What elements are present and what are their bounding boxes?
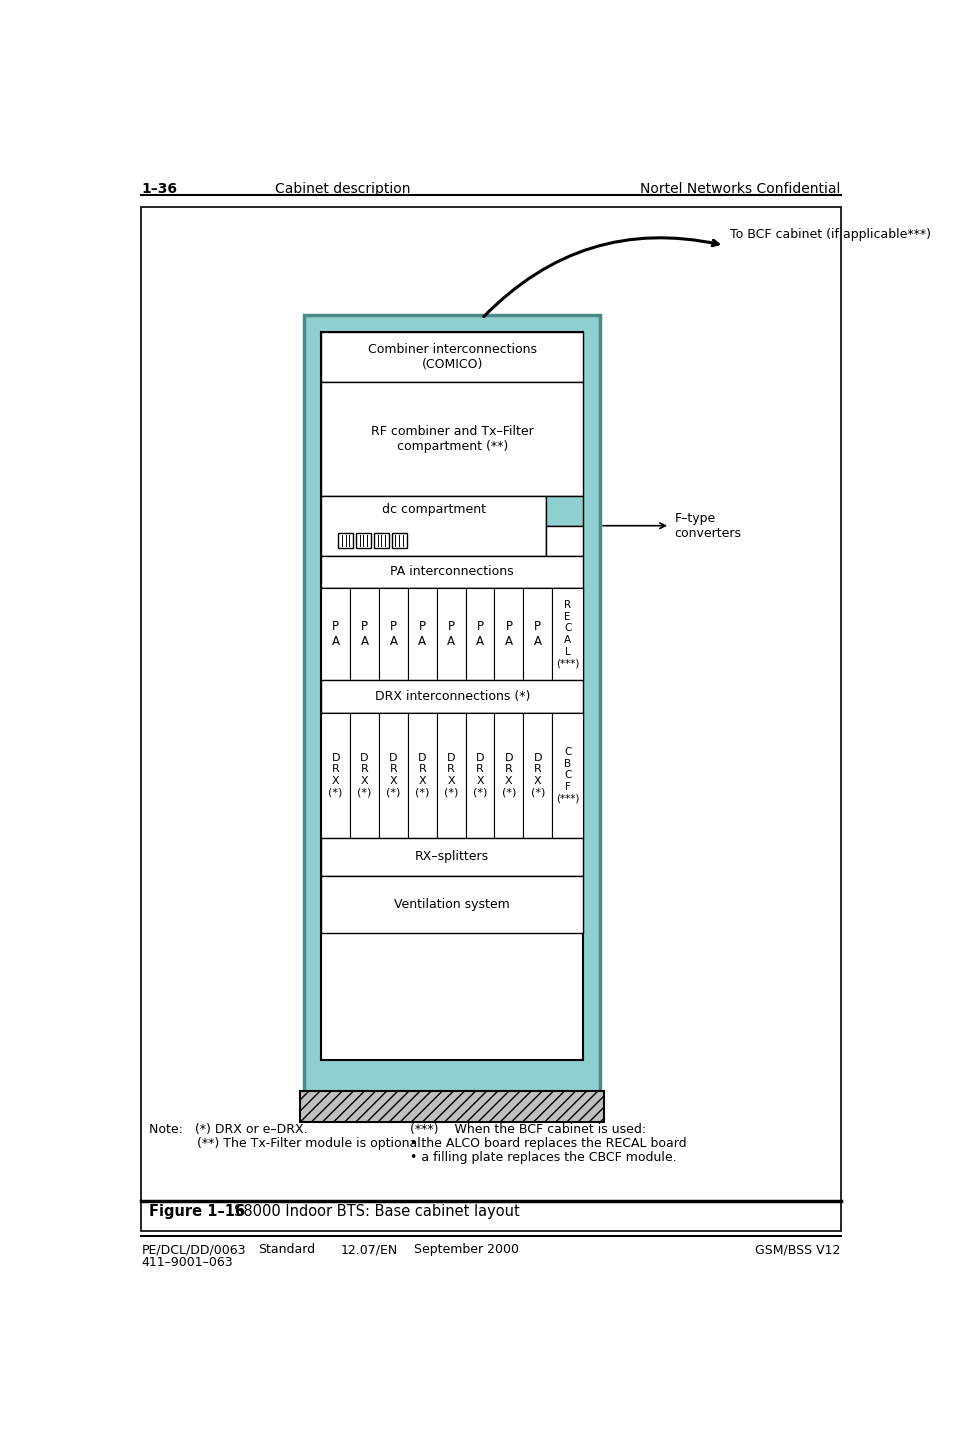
Bar bbox=[408, 588, 437, 681]
Text: (**) The Tx-Filter module is optional.: (**) The Tx-Filter module is optional. bbox=[149, 1138, 425, 1151]
Text: P
A: P A bbox=[476, 620, 484, 649]
Text: D
R
X
(*): D R X (*) bbox=[357, 753, 372, 797]
Text: D
R
X
(*): D R X (*) bbox=[502, 753, 516, 797]
Bar bbox=[321, 332, 583, 1060]
Bar bbox=[321, 588, 350, 681]
Text: dc compartment: dc compartment bbox=[381, 503, 486, 516]
Text: 12.07/EN: 12.07/EN bbox=[341, 1243, 398, 1256]
Bar bbox=[437, 588, 466, 681]
Text: Note:   (*) DRX or e–DRX.: Note: (*) DRX or e–DRX. bbox=[149, 1123, 308, 1136]
Text: D
R
X
(*): D R X (*) bbox=[531, 753, 545, 797]
Bar bbox=[437, 712, 466, 838]
Text: D
R
X
(*): D R X (*) bbox=[415, 753, 429, 797]
Text: • a filling plate replaces the CBCF module.: • a filling plate replaces the CBCF modu… bbox=[410, 1151, 677, 1164]
Text: To BCF cabinet (if applicable***): To BCF cabinet (if applicable***) bbox=[730, 228, 931, 241]
Text: 411–9001–063: 411–9001–063 bbox=[142, 1256, 233, 1269]
Bar bbox=[350, 588, 379, 681]
Text: P
A: P A bbox=[505, 620, 513, 649]
Bar bbox=[379, 712, 408, 838]
Bar bbox=[321, 712, 350, 838]
Bar bbox=[408, 712, 437, 838]
Text: RX–splitters: RX–splitters bbox=[415, 851, 490, 864]
Bar bbox=[300, 1092, 604, 1122]
Text: (***)    When the BCF cabinet is used:: (***) When the BCF cabinet is used: bbox=[410, 1123, 647, 1136]
Bar bbox=[321, 382, 583, 496]
Text: 1–36: 1–36 bbox=[142, 182, 177, 196]
Bar bbox=[466, 712, 494, 838]
Text: R
E
C
A
L
(***): R E C A L (***) bbox=[556, 600, 580, 668]
Bar bbox=[523, 712, 552, 838]
Bar bbox=[494, 588, 523, 681]
Text: P
A: P A bbox=[331, 620, 340, 649]
Bar bbox=[321, 588, 583, 681]
Text: P
A: P A bbox=[447, 620, 455, 649]
Bar bbox=[552, 588, 583, 681]
Bar bbox=[392, 532, 406, 548]
Text: DRX interconnections (*): DRX interconnections (*) bbox=[375, 691, 530, 704]
Text: RF combiner and Tx–Filter
compartment (**): RF combiner and Tx–Filter compartment (*… bbox=[371, 425, 534, 453]
Bar bbox=[379, 588, 408, 681]
Text: Combiner interconnections
(COMICO): Combiner interconnections (COMICO) bbox=[368, 343, 536, 371]
Text: D
R
X
(*): D R X (*) bbox=[444, 753, 458, 797]
Bar bbox=[321, 681, 583, 712]
Bar bbox=[546, 496, 583, 526]
Bar bbox=[321, 496, 546, 555]
Text: P
A: P A bbox=[419, 620, 426, 649]
Bar bbox=[356, 532, 371, 548]
Bar bbox=[494, 712, 523, 838]
Bar bbox=[546, 526, 583, 555]
Bar bbox=[321, 877, 583, 933]
Text: D
R
X
(*): D R X (*) bbox=[473, 753, 488, 797]
Bar bbox=[350, 712, 379, 838]
Bar bbox=[523, 588, 552, 681]
Bar bbox=[321, 555, 583, 588]
Bar bbox=[338, 532, 354, 548]
Bar bbox=[305, 314, 601, 1093]
Bar bbox=[552, 712, 583, 838]
Text: GSM/BSS V12: GSM/BSS V12 bbox=[755, 1243, 840, 1256]
Bar bbox=[321, 712, 583, 838]
Text: P
A: P A bbox=[360, 620, 369, 649]
Text: Figure 1–16: Figure 1–16 bbox=[149, 1204, 245, 1218]
Text: C
B
C
F
(***): C B C F (***) bbox=[556, 747, 580, 803]
Text: D
R
X
(*): D R X (*) bbox=[329, 753, 343, 797]
Bar bbox=[374, 532, 389, 548]
Text: P
A: P A bbox=[534, 620, 542, 649]
Text: • the ALCO board replaces the RECAL board: • the ALCO board replaces the RECAL boar… bbox=[410, 1138, 687, 1151]
Bar bbox=[321, 838, 583, 877]
Bar bbox=[321, 332, 583, 382]
Text: Cabinet description: Cabinet description bbox=[275, 182, 410, 196]
Text: D
R
X
(*): D R X (*) bbox=[386, 753, 400, 797]
Text: Nortel Networks Confidential: Nortel Networks Confidential bbox=[640, 182, 840, 196]
Text: PA interconnections: PA interconnections bbox=[391, 565, 514, 578]
Text: September 2000: September 2000 bbox=[414, 1243, 519, 1256]
Text: PE/DCL/DD/0063: PE/DCL/DD/0063 bbox=[142, 1243, 246, 1256]
Text: S8000 Indoor BTS: Base cabinet layout: S8000 Indoor BTS: Base cabinet layout bbox=[235, 1204, 520, 1218]
Text: P
A: P A bbox=[389, 620, 398, 649]
Text: Standard: Standard bbox=[258, 1243, 315, 1256]
Text: F–type
converters: F–type converters bbox=[674, 512, 741, 539]
Bar bbox=[466, 588, 494, 681]
Text: Ventilation system: Ventilation system bbox=[395, 898, 510, 911]
